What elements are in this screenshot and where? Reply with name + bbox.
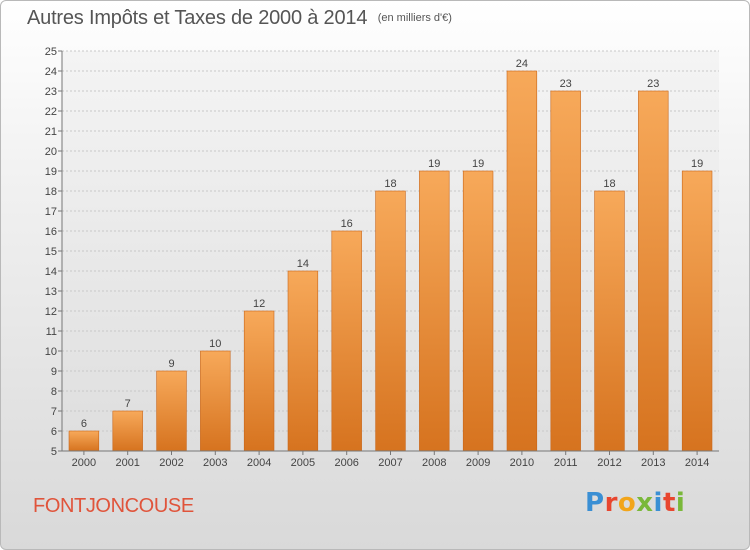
x-tick-label: 2004 bbox=[247, 457, 271, 469]
chart-subtitle: (en milliers d'€) bbox=[377, 12, 452, 24]
value-label: 18 bbox=[384, 178, 396, 190]
value-label: 6 bbox=[81, 418, 87, 430]
value-label: 19 bbox=[472, 158, 484, 170]
x-tick-label: 2000 bbox=[72, 457, 96, 469]
value-label: 18 bbox=[603, 178, 615, 190]
x-tick-label: 2007 bbox=[378, 457, 402, 469]
value-label: 23 bbox=[647, 78, 659, 90]
y-tick-label: 19 bbox=[45, 166, 57, 178]
logo-letter: x bbox=[636, 488, 654, 518]
y-tick-label: 24 bbox=[45, 66, 57, 78]
x-tick-label: 2002 bbox=[159, 457, 183, 469]
x-tick-label: 2005 bbox=[291, 457, 315, 469]
bar-2008 bbox=[419, 170, 450, 452]
y-tick-label: 10 bbox=[45, 346, 57, 358]
y-tick-label: 12 bbox=[45, 306, 57, 318]
y-tick-label: 17 bbox=[45, 206, 57, 218]
y-tick-label: 8 bbox=[51, 386, 57, 398]
y-tick-label: 13 bbox=[45, 286, 57, 298]
value-label: 16 bbox=[341, 218, 353, 230]
bar-2009 bbox=[462, 170, 494, 452]
x-tick-label: 2006 bbox=[334, 457, 358, 469]
value-label: 10 bbox=[209, 338, 221, 350]
y-tick-label: 23 bbox=[45, 86, 57, 98]
y-tick-label: 18 bbox=[45, 186, 57, 198]
y-tick-label: 7 bbox=[51, 406, 57, 418]
y-tick-label: 21 bbox=[45, 126, 57, 138]
value-label: 7 bbox=[125, 398, 131, 410]
y-tick-label: 25 bbox=[45, 46, 57, 58]
bar-2013 bbox=[638, 90, 669, 452]
logo-letter: t bbox=[662, 488, 676, 518]
x-tick-label: 2011 bbox=[554, 457, 578, 469]
y-tick-label: 14 bbox=[45, 266, 57, 278]
y-tick-label: 5 bbox=[51, 446, 57, 458]
value-label: 14 bbox=[297, 258, 309, 270]
x-tick-label: 2009 bbox=[466, 457, 490, 469]
value-label: 9 bbox=[168, 358, 174, 370]
value-label: 19 bbox=[428, 158, 440, 170]
value-label: 24 bbox=[516, 58, 528, 70]
bar-2005 bbox=[287, 270, 319, 452]
y-tick-label: 6 bbox=[51, 426, 57, 438]
value-label: 19 bbox=[691, 158, 703, 170]
x-tick-label: 2012 bbox=[597, 457, 621, 469]
y-tick-label: 20 bbox=[45, 146, 57, 158]
logo-letter: r bbox=[604, 488, 618, 518]
chart-title-block: Autres Impôts et Taxes de 2000 à 2014 (e… bbox=[27, 7, 452, 30]
y-tick-label: 16 bbox=[45, 226, 57, 238]
bar-2000 bbox=[68, 430, 100, 452]
value-label: 12 bbox=[253, 298, 265, 310]
y-tick-label: 11 bbox=[46, 326, 57, 338]
x-tick-label: 2008 bbox=[422, 457, 446, 469]
bar-2003 bbox=[200, 350, 231, 452]
value-label: 23 bbox=[560, 78, 572, 90]
bar-2011 bbox=[550, 90, 581, 452]
logo-letter: i bbox=[675, 488, 686, 518]
x-tick-label: 2014 bbox=[685, 457, 709, 469]
bar-2007 bbox=[375, 190, 406, 452]
proxiti-logo: Proxiti bbox=[585, 488, 685, 518]
chart-title: Autres Impôts et Taxes de 2000 à 2014 bbox=[27, 7, 368, 29]
commune-name: FONTJONCOUSE bbox=[33, 495, 194, 517]
logo-letter: P bbox=[585, 488, 605, 518]
x-tick-label: 2003 bbox=[203, 457, 227, 469]
bar-2001 bbox=[112, 410, 143, 452]
bar-2010 bbox=[506, 70, 538, 452]
bar-2004 bbox=[243, 310, 275, 452]
logo-letter: i bbox=[653, 488, 663, 518]
bar-2014 bbox=[681, 170, 713, 452]
y-tick-label: 15 bbox=[45, 246, 57, 258]
y-tick-label: 22 bbox=[45, 106, 57, 118]
x-tick-label: 2001 bbox=[115, 457, 139, 469]
x-tick-label: 2013 bbox=[641, 457, 665, 469]
bar-2002 bbox=[156, 370, 187, 452]
bar-2012 bbox=[594, 190, 625, 452]
y-tick-label: 9 bbox=[51, 366, 57, 378]
x-tick-label: 2010 bbox=[510, 457, 534, 469]
bar-2006 bbox=[331, 230, 362, 452]
logo-letter: o bbox=[617, 488, 637, 518]
